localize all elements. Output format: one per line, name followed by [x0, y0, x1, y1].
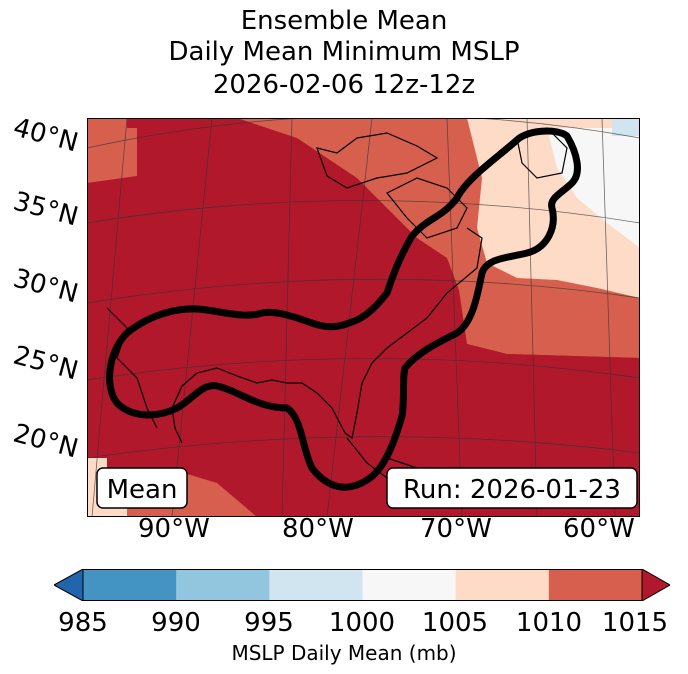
colorbar-tick-1000: 1000: [328, 608, 396, 638]
colorbar-tick-1015: 1015: [601, 608, 669, 638]
grid-lon-70: [526, 117, 538, 518]
title-line-1: Ensemble Mean: [240, 6, 448, 36]
lon-label-90: 90°W: [138, 514, 210, 544]
colorbar-tick-1010: 1010: [515, 608, 583, 638]
colorbar-tick-1005: 1005: [421, 608, 489, 638]
pressure-field-mid-nw: [87, 118, 137, 183]
mexico-coast: [106, 307, 158, 429]
lon-label-80: 80°W: [282, 514, 354, 544]
great-lakes: [316, 132, 439, 189]
grid-lon-65: [601, 117, 616, 518]
grid-lon-75: [446, 117, 463, 518]
grid-lat-25: [86, 358, 641, 381]
colorbar-segment: [269, 569, 363, 601]
colorbar-segment: [548, 569, 643, 601]
colorbar-over-arrow: [641, 569, 670, 601]
run-box-frame: [386, 467, 638, 509]
lat-label-20: 20°N: [10, 418, 82, 465]
grid-lon-90: [171, 117, 213, 518]
grid-lon-95: [91, 117, 128, 518]
title-line-3: 2026-02-06 12z-12z: [212, 70, 476, 100]
mean-box-text: Mean: [107, 475, 178, 505]
colorbar-segment: [362, 569, 457, 601]
map-svg: Mean Run: 2026-01-23: [86, 114, 641, 518]
title-line-2: Daily Mean Minimum MSLP: [168, 37, 520, 67]
run-box-text: Run: 2026-01-23: [403, 475, 621, 505]
map-frame: [87, 118, 640, 517]
lat-label-40: 40°N: [10, 112, 82, 159]
grid-lat-35: [86, 200, 641, 224]
grid-lon-80: [326, 117, 373, 518]
lat-label-30: 30°N: [10, 263, 82, 310]
colorbar-tick-995: 995: [244, 608, 294, 638]
colorbar-frame: [82, 569, 643, 601]
lake-erie-ontario: [386, 177, 468, 239]
mean-box-frame: [96, 467, 188, 509]
colorbar-segment: [455, 569, 550, 601]
colorbar-under-arrow: [54, 569, 84, 601]
grid-lat-20: [86, 436, 641, 459]
pressure-contour: [106, 127, 581, 491]
lat-label-35: 35°N: [10, 186, 82, 233]
colorbar: [54, 569, 670, 601]
pressure-field-white: [547, 128, 640, 248]
lon-label-60: 60°W: [563, 514, 635, 544]
pressure-field-blue: [612, 118, 640, 136]
lon-label-70: 70°W: [420, 514, 492, 544]
colorbar-label: MSLP Daily Mean (mb): [231, 641, 457, 665]
pressure-field-low-north: [87, 128, 640, 517]
lat-label-25: 25°N: [10, 340, 82, 387]
grid-lat-30: [86, 278, 641, 304]
colorbar-tick-985: 985: [58, 608, 108, 638]
colorbar-segment: [83, 569, 177, 601]
map-panel: Mean Run: 2026-01-23: [86, 114, 641, 518]
east-gulf-coast: [171, 227, 483, 444]
colorbar-segment: [176, 569, 270, 601]
colorbar-tick-990: 990: [151, 608, 201, 638]
